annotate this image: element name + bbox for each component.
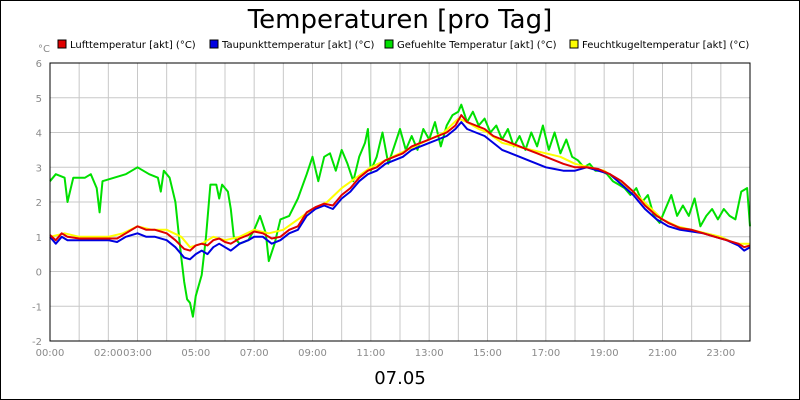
y-axis-ticks: -2 -1 0 1 2 3 4 5 6 — [32, 59, 42, 348]
y-tick-label: -2 — [32, 337, 42, 348]
legend-swatch — [569, 39, 579, 49]
x-tick-label: 00:00 — [36, 348, 65, 359]
x-tick-label: 17:00 — [531, 348, 560, 359]
y-axis-unit: °C — [38, 44, 50, 55]
plot-border — [49, 62, 751, 342]
x-tick-label: 13:00 — [415, 348, 444, 359]
series-line — [49, 114, 751, 252]
legend-swatch — [209, 39, 219, 49]
series-lines — [49, 103, 751, 318]
y-tick-label: -1 — [32, 302, 42, 313]
x-tick-label: 23:00 — [706, 348, 735, 359]
x-tick-label: 11:00 — [356, 348, 385, 359]
legend-label: Gefuehlte Temperatur [akt] (°C) — [397, 40, 557, 51]
x-tick-label: 03:00 — [123, 348, 152, 359]
y-tick-label: 6 — [36, 59, 42, 70]
y-tick-label: 3 — [36, 163, 42, 174]
y-tick-label: 5 — [36, 94, 42, 105]
x-tick-label: 05:00 — [181, 348, 210, 359]
x-axis-ticks: 00:00 02:00 03:00 05:00 07:00 09:00 11:00 13:00… — [36, 348, 736, 359]
legend-label: Lufttemperatur [akt] (°C) — [70, 40, 196, 51]
x-tick-label: 07:00 — [240, 348, 269, 359]
chart-title: Temperaturen [pro Tag] — [247, 5, 553, 35]
y-tick-label: 1 — [36, 233, 42, 244]
y-tick-label: 0 — [36, 268, 42, 279]
legend-label: Taupunkttemperatur [akt] (°C) — [221, 40, 374, 51]
x-tick-label: 19:00 — [590, 348, 619, 359]
x-tick-label: 02:00 — [94, 348, 123, 359]
y-tick-label: 2 — [36, 198, 42, 209]
legend-label: Feuchtkugeltemperatur [akt] (°C) — [582, 40, 749, 51]
legend: Lufttemperatur [akt] (°C) Taupunkttempera… — [57, 39, 749, 51]
legend-swatch — [57, 39, 67, 49]
y-tick-label: 4 — [36, 129, 42, 140]
date-label: 07.05 — [374, 368, 426, 389]
legend-swatch — [384, 39, 394, 49]
x-tick-label: 09:00 — [298, 348, 327, 359]
x-tick-label: 21:00 — [648, 348, 677, 359]
x-tick-label: 15:00 — [473, 348, 502, 359]
